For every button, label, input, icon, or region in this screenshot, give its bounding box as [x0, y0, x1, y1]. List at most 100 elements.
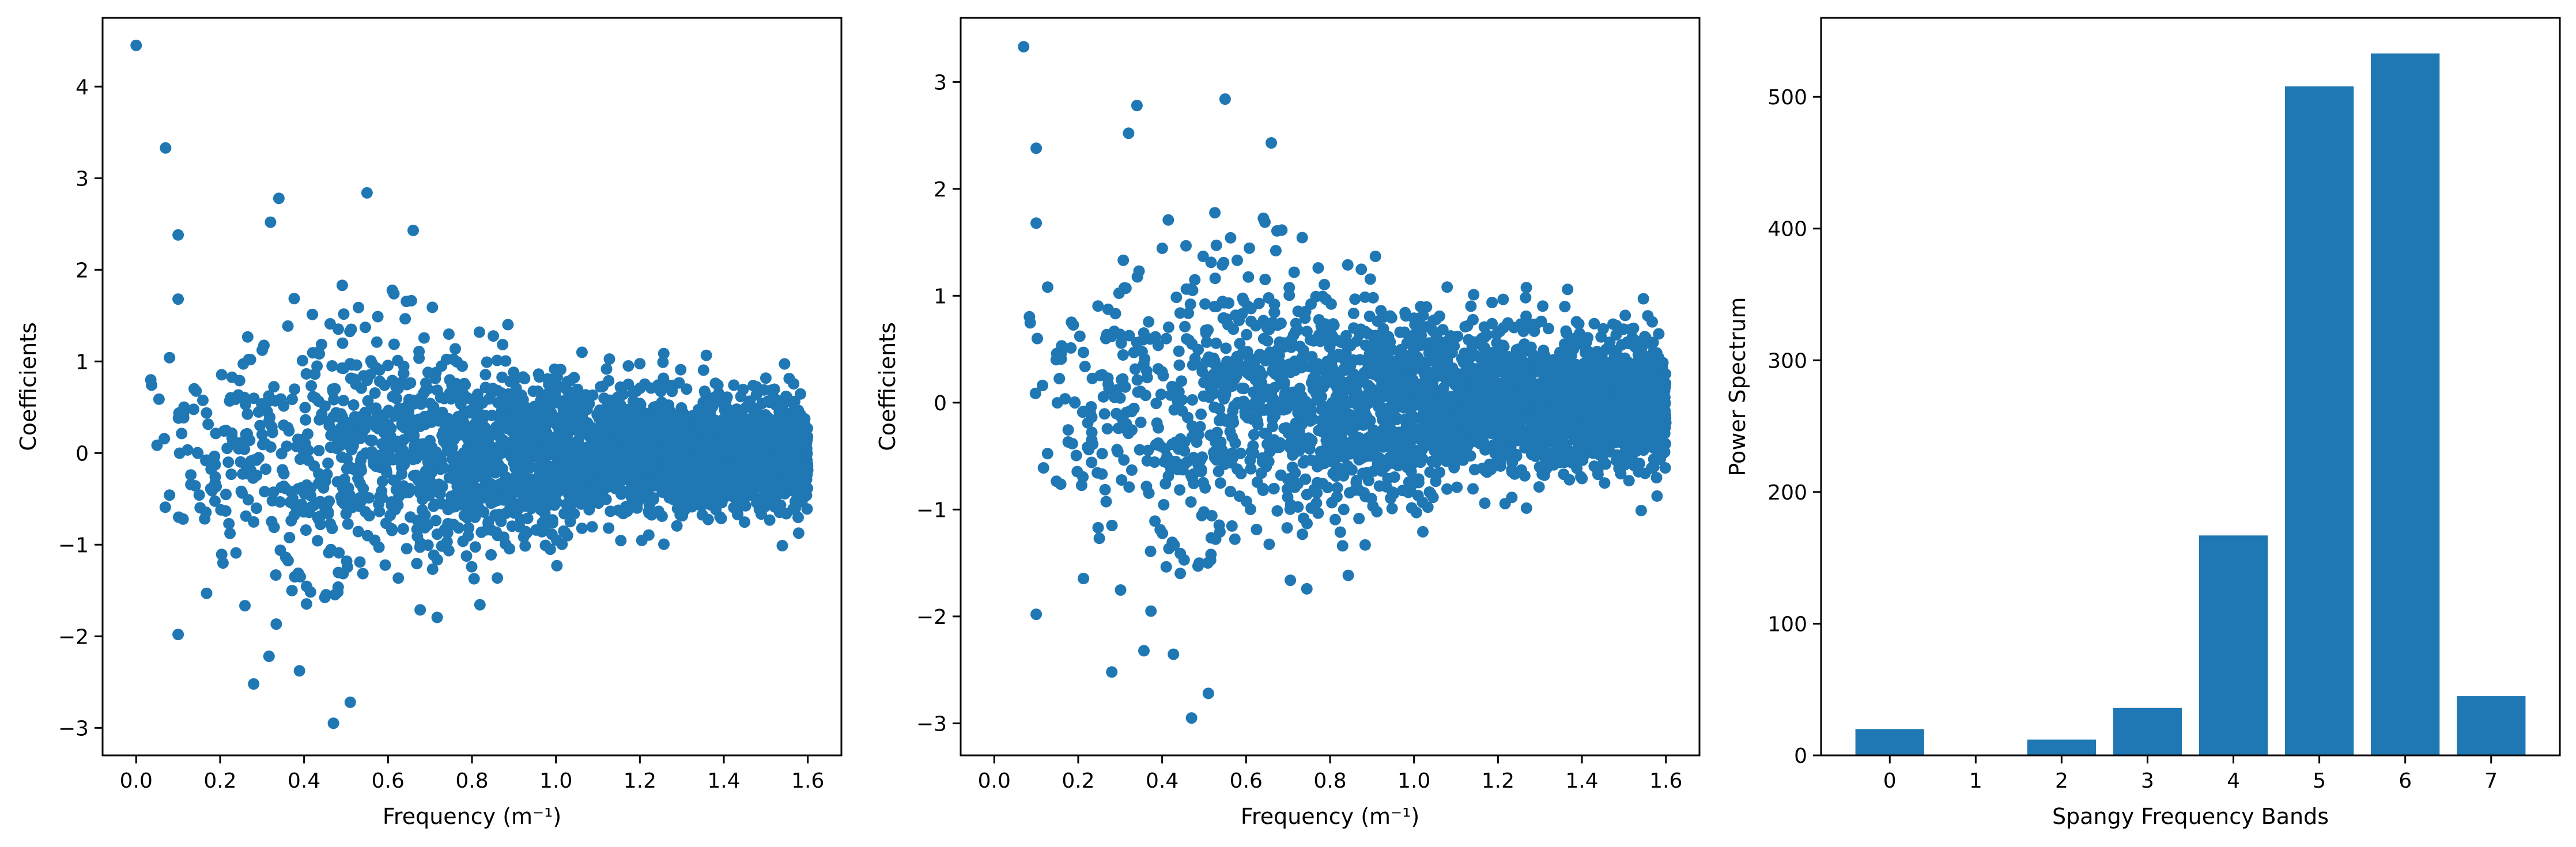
scatter-point — [728, 379, 740, 391]
scatter-point — [1125, 406, 1138, 418]
scatter-point — [1168, 648, 1180, 660]
scatter-point — [1468, 289, 1480, 301]
scatter-point — [266, 421, 278, 433]
scatter-point — [392, 572, 405, 584]
scatter-point — [558, 508, 571, 520]
scatter-point — [1173, 359, 1185, 371]
scatter-point — [394, 455, 406, 467]
scatter-point — [657, 356, 669, 368]
scatter-point — [1270, 245, 1282, 256]
scatter-point — [1156, 242, 1168, 254]
scatter-point — [221, 443, 233, 455]
scatter-point — [479, 369, 492, 381]
scatter-point — [470, 460, 482, 472]
scatter-point — [270, 569, 282, 581]
scatter-point — [519, 540, 531, 552]
scatter-point — [795, 388, 806, 400]
scatter-point — [1607, 318, 1619, 330]
scatter-point — [225, 392, 237, 404]
scatter-point — [285, 515, 297, 527]
scatter-point — [217, 557, 229, 569]
scatter-point — [384, 509, 396, 521]
scatter-point — [1053, 373, 1066, 385]
scatter-point — [194, 502, 206, 514]
scatter-point — [574, 476, 586, 488]
scatter-point — [220, 489, 232, 501]
scatter-point — [405, 377, 417, 389]
scatter-point — [468, 432, 480, 444]
scatter-point — [1208, 447, 1220, 459]
scatter-point — [584, 501, 596, 513]
scatter-point — [382, 430, 393, 443]
y-tick-label: −2 — [58, 625, 89, 649]
scatter-point — [1185, 496, 1197, 508]
scatter-point — [354, 491, 366, 504]
scatter-point — [482, 467, 494, 479]
scatter-point — [210, 428, 222, 440]
scatter-point — [549, 490, 561, 502]
scatter-point — [440, 432, 452, 444]
scatter-point — [441, 536, 453, 548]
scatter-point — [1032, 332, 1043, 345]
scatter-point — [764, 514, 776, 526]
scatter-point — [690, 496, 702, 508]
scatter-point — [1417, 525, 1429, 538]
x-tick-label: 0.0 — [120, 769, 153, 793]
scatter-point — [658, 538, 670, 550]
scatter-point — [153, 393, 165, 405]
scatter-point — [1248, 429, 1260, 441]
scatter-point — [586, 521, 598, 533]
scatter-point — [1618, 323, 1630, 335]
scatter-point — [241, 428, 253, 440]
scatter-point — [303, 444, 314, 456]
scatter-point — [308, 460, 320, 472]
scatter-point — [1506, 491, 1518, 504]
scatter-point — [595, 381, 607, 393]
scatter-point — [522, 512, 534, 524]
scatter-point — [527, 498, 539, 510]
scatter-point — [758, 384, 770, 396]
scatter-point — [549, 363, 561, 375]
scatter-point — [460, 550, 473, 562]
scatter-point — [392, 354, 404, 366]
scatter-point — [1041, 448, 1053, 460]
scatter-point — [320, 589, 332, 601]
scatter-point — [697, 364, 709, 376]
scatter-point — [624, 440, 636, 452]
scatter-point — [464, 479, 475, 491]
scatter-point — [401, 543, 413, 555]
scatter-point — [344, 326, 356, 338]
scatter-point — [164, 351, 176, 364]
scatter-point — [341, 452, 353, 464]
scatter-point — [1056, 340, 1068, 352]
scatter-point — [239, 443, 251, 455]
scatter-point — [399, 313, 411, 325]
scatter-point — [1205, 256, 1217, 269]
scatter-point — [450, 454, 462, 466]
scatter-point — [353, 301, 365, 313]
scatter-point — [1402, 361, 1414, 373]
scatter-point — [365, 403, 377, 415]
scatter-point — [388, 288, 400, 300]
scatter-point — [607, 456, 619, 468]
scatter-point — [1225, 232, 1237, 244]
scatter-point — [299, 402, 311, 414]
scatter-point — [265, 216, 277, 228]
y-tick-label: 1 — [75, 350, 89, 374]
scatter-point — [350, 378, 362, 390]
x-tick-label: 1.6 — [791, 769, 824, 793]
scatter-point — [300, 524, 312, 536]
scatter-point — [1213, 466, 1225, 478]
scatter-point — [350, 359, 362, 371]
scatter-point — [1562, 283, 1574, 296]
scatter-point — [664, 441, 676, 453]
scatter-point — [709, 444, 721, 456]
scatter-point — [1359, 291, 1371, 303]
scatter-point — [1245, 315, 1257, 327]
scatter-point — [263, 651, 275, 662]
scatter-point — [1246, 365, 1257, 376]
scatter-point — [458, 416, 470, 428]
scatter-point — [763, 467, 775, 479]
scatter-point — [293, 665, 305, 677]
scatter-point — [425, 416, 437, 428]
